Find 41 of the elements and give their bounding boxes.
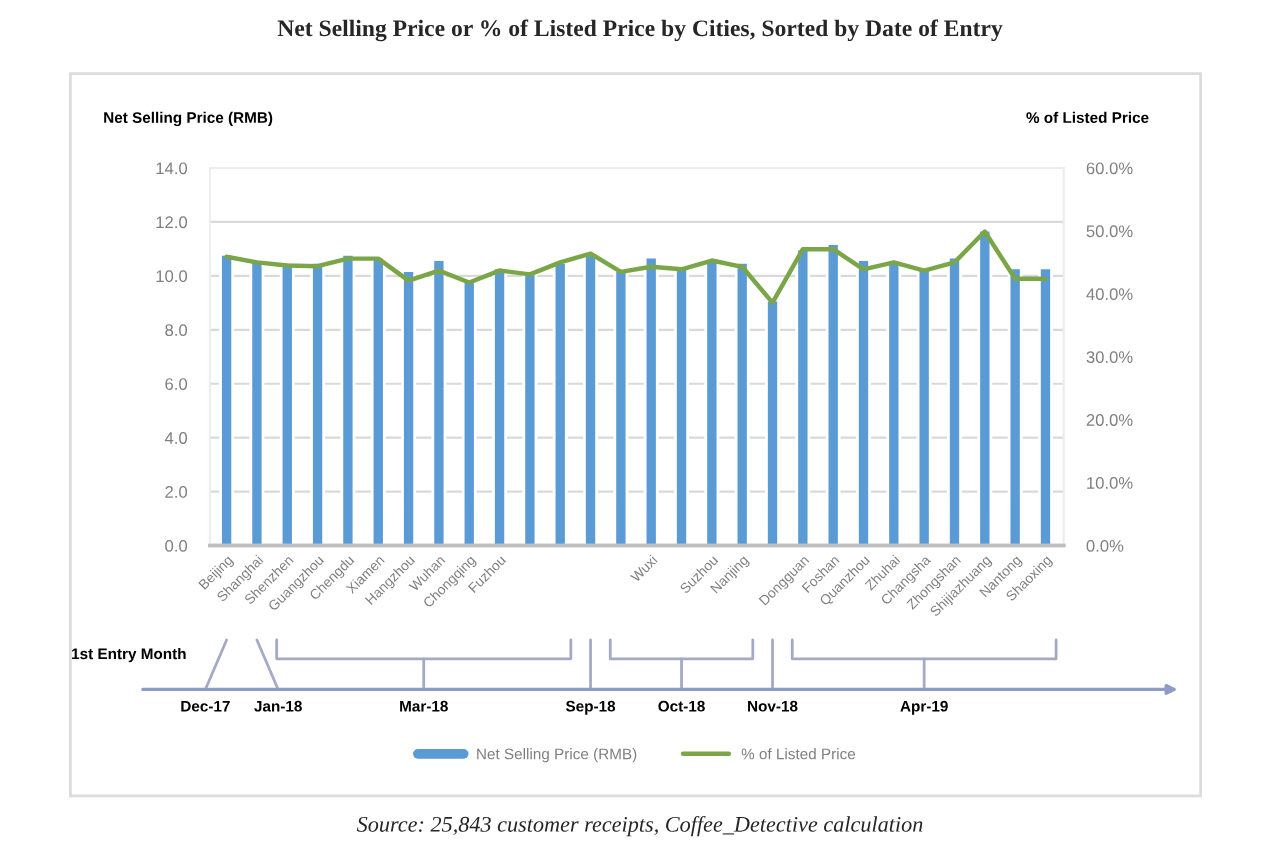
chart-title: Net Selling Price or % of Listed Price by Cities, Sorted by Date of Entry	[277, 19, 1003, 42]
bar	[795, 247, 811, 546]
bar	[977, 228, 993, 546]
bar	[1007, 266, 1023, 546]
y2-tick-label: 50.0%	[1086, 225, 1133, 238]
bar	[401, 269, 417, 546]
y-tick-label: 10.0	[156, 270, 188, 283]
bar	[765, 298, 780, 546]
bar	[825, 242, 841, 546]
y2-tick-label: 40.0%	[1086, 288, 1133, 301]
y-tick-label: 0.0	[165, 539, 188, 552]
bar	[340, 252, 356, 546]
y-tick-label: 2.0	[165, 486, 188, 498]
bar	[431, 258, 447, 546]
bar	[674, 266, 689, 546]
bar	[643, 255, 659, 546]
line-series	[224, 229, 1048, 305]
y2-tick-label: 60.0%	[1086, 162, 1133, 175]
bar	[947, 255, 962, 546]
y-tick-label: 6.0	[165, 378, 188, 390]
bar	[219, 252, 235, 546]
bar	[1038, 266, 1053, 546]
y2-tick-label: 20.0%	[1086, 414, 1133, 426]
bar	[856, 258, 871, 546]
bar	[310, 261, 326, 546]
bar	[734, 261, 750, 546]
bar	[279, 261, 295, 546]
bar	[552, 261, 568, 546]
y-tick-label: 8.0	[165, 324, 188, 337]
bar	[613, 269, 629, 546]
y2-tick-label: 10.0%	[1087, 477, 1133, 489]
bar	[370, 255, 386, 546]
y-tick-label: 14.0	[156, 162, 188, 175]
bar	[886, 258, 902, 546]
bar	[522, 271, 538, 546]
y2-tick-label: 0.0%	[1086, 539, 1124, 552]
source-note: Source: 25,843 customer receipts, Coffee_Detective calculation	[356, 815, 923, 837]
y-tick-label: 4.0	[164, 432, 188, 444]
y2-tick-label: 30.0%	[1086, 351, 1133, 363]
bar	[492, 266, 508, 546]
y-tick-label: 12.0	[156, 216, 188, 229]
